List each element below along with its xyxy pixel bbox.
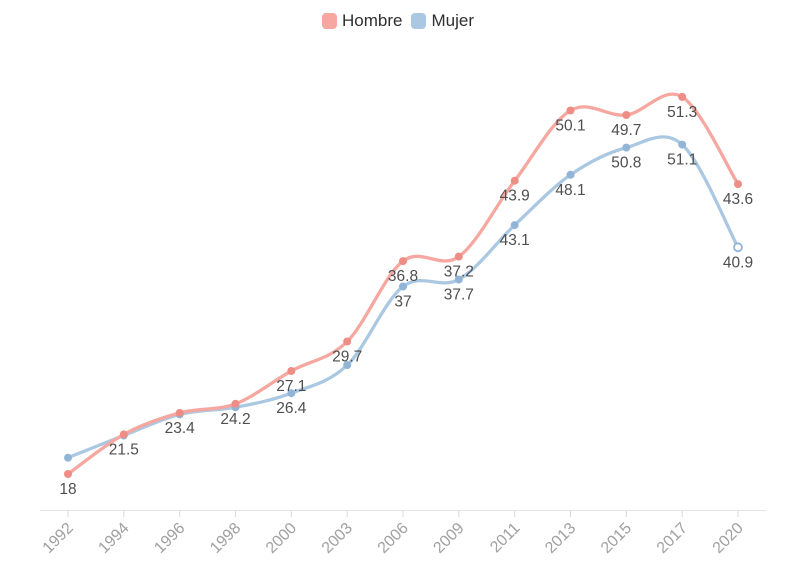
data-label-hombre-1998: 24.2 — [220, 411, 250, 428]
x-axis-label-2006: 2006 — [375, 520, 412, 557]
data-label-hombre-2017: 51.3 — [667, 104, 697, 121]
legend: Hombre Mujer — [0, 11, 796, 30]
data-label-mujer-2009: 37.7 — [444, 287, 474, 304]
legend-item-mujer[interactable]: Mujer — [411, 11, 474, 30]
data-point-hombre-2009[interactable] — [454, 252, 463, 261]
data-point-mujer-2015[interactable] — [622, 143, 631, 152]
legend-label-mujer: Mujer — [431, 11, 474, 30]
data-point-hombre-2015[interactable] — [622, 111, 631, 119]
data-point-hombre-1996[interactable] — [175, 408, 184, 417]
data-label-mujer-2015: 50.8 — [611, 155, 641, 172]
data-label-hombre-2020: 43.6 — [723, 191, 753, 208]
data-label-hombre-1992: 18 — [59, 481, 76, 498]
data-point-hombre-2020[interactable] — [734, 180, 742, 189]
x-axis-label-2009: 2009 — [430, 520, 467, 557]
data-point-mujer-1992[interactable] — [64, 453, 72, 462]
data-label-hombre-2003: 29.7 — [332, 349, 362, 366]
data-point-mujer-2003[interactable] — [343, 361, 352, 370]
data-label-mujer-2017: 51.1 — [667, 152, 697, 169]
x-axis-label-1992: 1992 — [40, 520, 77, 557]
data-point-hombre-1998[interactable] — [231, 399, 240, 408]
legend-label-hombre: Hombre — [342, 11, 403, 30]
data-point-hombre-2000[interactable] — [287, 367, 296, 375]
data-point-hombre-2003[interactable] — [343, 337, 352, 346]
data-point-hombre-2017[interactable] — [678, 92, 687, 101]
x-axis-label-2017: 2017 — [654, 520, 691, 557]
data-label-mujer-2013: 48.1 — [555, 182, 585, 199]
x-axis-label-2013: 2013 — [542, 520, 579, 557]
data-label-hombre-2000: 27.1 — [276, 378, 306, 395]
x-axis-label-1998: 1998 — [207, 520, 244, 557]
x-axis-label-2003: 2003 — [319, 520, 356, 557]
data-point-mujer-2020[interactable] — [733, 242, 743, 253]
x-axis-label-1994: 1994 — [95, 520, 132, 557]
x-axis-label-1996: 1996 — [151, 520, 188, 557]
data-label-hombre-2013: 50.1 — [555, 118, 585, 135]
data-point-mujer-2017[interactable] — [678, 140, 687, 149]
data-label-mujer-2000: 26.4 — [276, 400, 307, 417]
x-axis-label-2011: 2011 — [487, 520, 523, 556]
data-point-mujer-2000[interactable] — [287, 389, 296, 398]
legend-marker-mujer-icon — [411, 12, 427, 29]
x-axis-label-2015: 2015 — [598, 520, 635, 557]
data-point-mujer-2006[interactable] — [399, 282, 407, 291]
data-label-hombre-2011: 43.9 — [500, 188, 530, 205]
data-label-hombre-1994: 21.5 — [109, 441, 139, 458]
data-point-mujer-2013[interactable] — [566, 170, 575, 179]
data-label-mujer-2006: 37 — [394, 294, 411, 311]
data-label-hombre-2009: 37.2 — [444, 264, 474, 281]
x-axis-label-2000: 2000 — [263, 520, 300, 557]
data-label-hombre-2006: 36.8 — [388, 268, 418, 285]
legend-marker-hombre-icon — [322, 12, 337, 29]
data-point-hombre-1994[interactable] — [119, 430, 128, 439]
data-point-hombre-2006[interactable] — [399, 257, 407, 266]
data-point-hombre-2011[interactable] — [510, 176, 519, 185]
x-axis-label-2020: 2020 — [710, 520, 747, 557]
data-label-hombre-2015: 49.7 — [611, 122, 641, 139]
data-label-mujer-2020: 40.9 — [723, 254, 753, 271]
data-point-mujer-2011[interactable] — [510, 221, 519, 230]
data-label-hombre-1996: 23.4 — [165, 420, 196, 437]
data-label-mujer-2011: 43.1 — [500, 232, 530, 249]
legend-item-hombre[interactable]: Hombre — [322, 11, 402, 30]
data-point-hombre-1992[interactable] — [64, 470, 72, 478]
data-point-mujer-2009[interactable] — [454, 275, 463, 284]
data-point-hombre-2013[interactable] — [566, 106, 575, 115]
